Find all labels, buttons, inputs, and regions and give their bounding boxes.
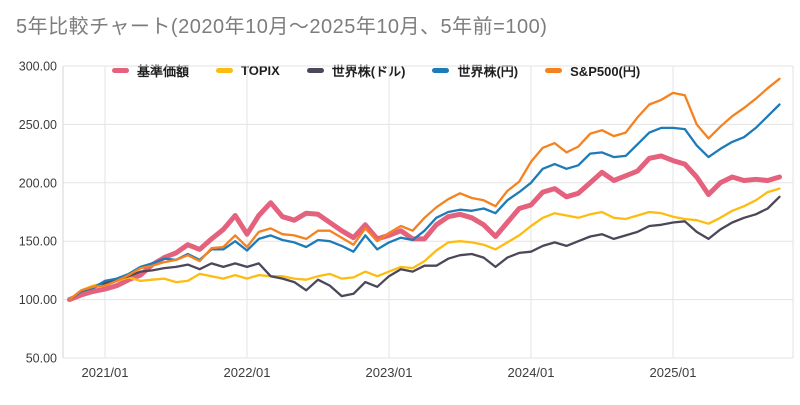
- series-line-世界株(円): [68, 103, 781, 301]
- legend-item-世界株(ドル)[interactable]: 世界株(ドル): [306, 61, 406, 80]
- x-axis-tick-label: 2022/01: [224, 365, 271, 380]
- chart-title: 5年比較チャート(2020年10月〜2025年10月、5年前=100): [16, 16, 548, 38]
- legend-item-世界株(円)[interactable]: 世界株(円): [432, 61, 518, 80]
- legend-label: 世界株(円): [457, 63, 519, 79]
- legend-swatch-icon: [545, 67, 563, 73]
- x-axis-tick-label: 2024/01: [508, 365, 555, 380]
- legend-swatch-icon: [306, 67, 324, 73]
- legend-item-基準価額[interactable]: 基準価額: [112, 61, 189, 80]
- y-axis-tick-label: 300.00: [19, 60, 57, 74]
- legend-item-S&P500(円)[interactable]: S&P500(円): [545, 61, 640, 80]
- x-axis-tick-label: 2025/01: [650, 365, 697, 380]
- legend-label: S&P500(円): [570, 63, 641, 79]
- series-line-S&P500(円): [68, 77, 781, 301]
- legend-label: 世界株(ドル): [331, 63, 406, 79]
- series-line-世界株(ドル): [68, 195, 781, 301]
- legend-swatch-icon: [432, 67, 450, 73]
- y-axis-tick-label: 250.00: [19, 118, 57, 132]
- y-axis-tick-label: 150.00: [19, 235, 57, 249]
- y-axis-tick-label: 50.00: [26, 352, 57, 366]
- legend-swatch-icon: [216, 67, 234, 73]
- x-axis-tick-label: 2023/01: [366, 365, 413, 380]
- x-axis-tick-label: 2021/01: [82, 365, 129, 380]
- series-line-TOPIX: [68, 187, 781, 301]
- y-axis-tick-label: 100.00: [19, 293, 57, 307]
- y-axis-tick-label: 200.00: [19, 176, 57, 190]
- series-line-基準価額: [67, 153, 782, 303]
- legend-label: 基準価額: [137, 63, 190, 79]
- legend-swatch-icon: [112, 67, 129, 73]
